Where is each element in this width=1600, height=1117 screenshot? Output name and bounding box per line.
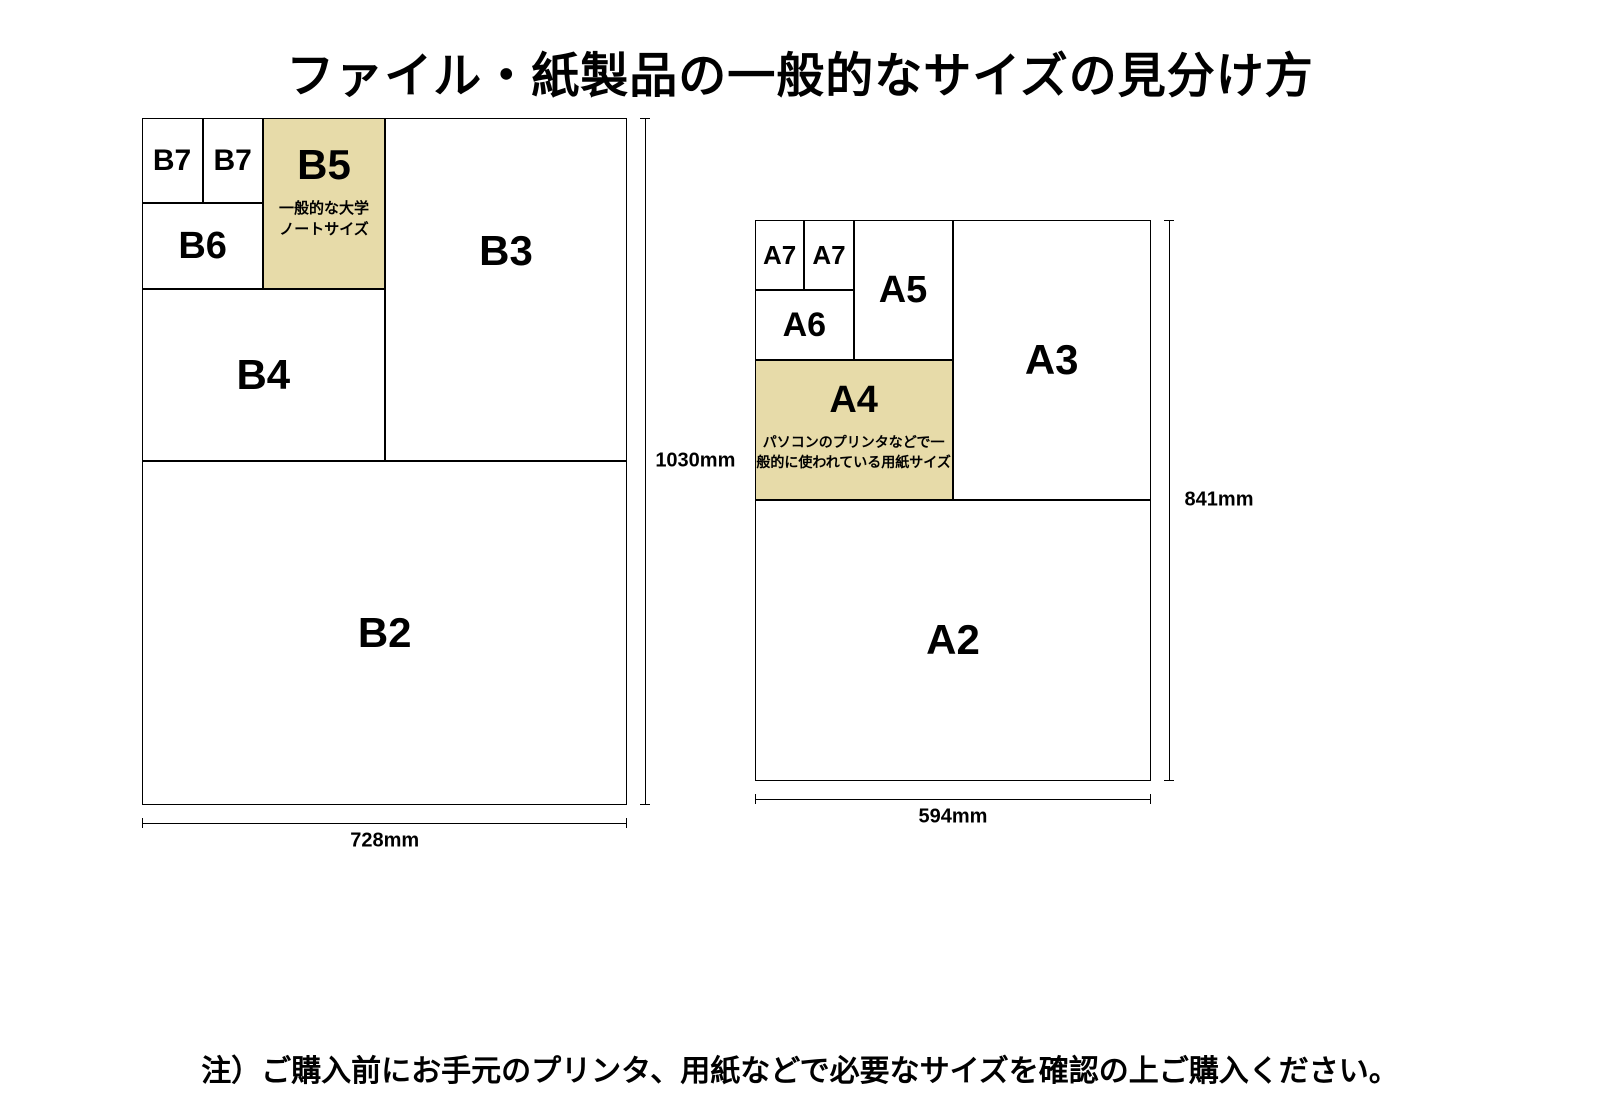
b-series-label-b7a: B7 — [153, 146, 191, 176]
a-series-diagram: A1A2A3A4パソコンのプリンタなどで一般的に使われている用紙サイズA5A6A… — [755, 220, 1151, 781]
a-series-label-a6: A6 — [783, 308, 826, 342]
b-series-height-dim-tick — [640, 118, 650, 119]
b-series-label-b2: B2 — [358, 612, 412, 654]
b-series-label-b7b: B7 — [213, 146, 251, 176]
a-series-label-a4: A4 — [829, 381, 878, 419]
a-series-width-dim-tick — [755, 794, 756, 804]
b-series-box-b3 — [385, 118, 628, 461]
b-series-label-b6: B6 — [178, 227, 227, 265]
b-series-height-dim-label: 1030mm — [655, 450, 735, 473]
footnote: 注）ご購入前にお手元のプリンタ、用紙などで必要なサイズを確認の上ご購入ください。 — [0, 1046, 1600, 1090]
a-series-label-a5: A5 — [879, 271, 928, 309]
b-series-width-dim-line — [142, 823, 627, 824]
b-series-label-b5: B5 — [297, 144, 351, 186]
a-series-label-a3: A3 — [1025, 339, 1079, 381]
a-series-height-dim-label: 841mm — [1185, 489, 1254, 512]
diagram-title: ファイル・紙製品の一般的なサイズの見分け方 — [0, 36, 1600, 106]
b-series-label-b3: B3 — [479, 230, 533, 272]
b-series-height-dim-tick — [640, 804, 650, 805]
a-series-height-dim-tick — [1164, 220, 1174, 221]
paper-size-diagram: ファイル・紙製品の一般的なサイズの見分け方 B1B2B3B4B5一般的な大学ノー… — [0, 0, 1600, 1117]
a-series-height-dim-tick — [1164, 780, 1174, 781]
b-series-width-dim-label: 728mm — [350, 829, 419, 852]
b-series-height-dim-line — [645, 118, 646, 805]
a-series-width-dim-tick — [1150, 794, 1151, 804]
b-series-label-b4: B4 — [236, 354, 290, 396]
b-series-width-dim-tick — [626, 818, 627, 828]
b-series-diagram: B1B2B3B4B5一般的な大学ノートサイズB6B7B7728mm1030mm — [142, 118, 627, 805]
b-series-width-dim-tick — [142, 818, 143, 828]
a-series-width-dim-line — [755, 799, 1151, 800]
b-series-sublabel-b5: 一般的な大学ノートサイズ — [279, 198, 369, 240]
a-series-label-a7a: A7 — [763, 242, 796, 268]
a-series-sublabel-a4: パソコンのプリンタなどで一般的に使われている用紙サイズ — [756, 433, 950, 472]
a-series-height-dim-line — [1169, 220, 1170, 781]
a-series-width-dim-label: 594mm — [919, 805, 988, 828]
a-series-label-a2: A2 — [926, 619, 980, 661]
a-series-label-a7b: A7 — [812, 242, 845, 268]
